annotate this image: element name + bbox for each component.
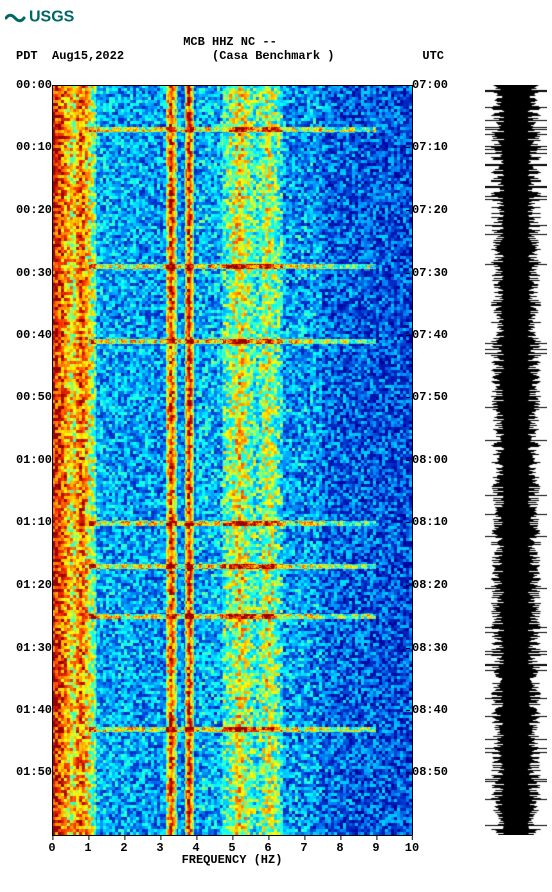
ytick-left: 00:20 — [16, 203, 52, 217]
timezone-left: PDT Aug15,2022 — [16, 49, 124, 63]
yaxis-left: 00:0000:1000:2000:3000:4000:5001:0001:10… — [10, 85, 52, 835]
chart-border — [52, 85, 53, 835]
ytick-left: 01:20 — [16, 578, 52, 592]
ytick-right: 08:00 — [412, 453, 448, 467]
ytick-left: 00:10 — [16, 140, 52, 154]
ytick-right: 08:30 — [412, 641, 448, 655]
ytick-right: 08:50 — [412, 765, 448, 779]
ytick-right: 08:20 — [412, 578, 448, 592]
ytick-right: 07:00 — [412, 78, 448, 92]
ytick-left: 01:50 — [16, 765, 52, 779]
chart-title: MCB HHZ NC -- — [0, 35, 460, 49]
yaxis-right: 07:0007:1007:2007:3007:4007:5008:0008:10… — [412, 85, 460, 835]
svg-text:USGS: USGS — [29, 9, 75, 26]
waveform-canvas — [485, 85, 547, 835]
timezone-right: UTC — [422, 49, 444, 63]
ytick-left: 00:50 — [16, 390, 52, 404]
ytick-left: 00:00 — [16, 78, 52, 92]
ytick-right: 07:20 — [412, 203, 448, 217]
ytick-left: 01:30 — [16, 641, 52, 655]
usgs-logo-svg: USGS — [5, 5, 95, 30]
ytick-right: 08:40 — [412, 703, 448, 717]
spectrogram-canvas — [52, 85, 412, 835]
ytick-left: 00:40 — [16, 328, 52, 342]
ytick-left: 01:00 — [16, 453, 52, 467]
chart-header: MCB HHZ NC -- PDT Aug15,2022 (Casa Bench… — [0, 35, 460, 63]
ytick-left: 01:40 — [16, 703, 52, 717]
ytick-right: 08:10 — [412, 515, 448, 529]
chart-subtitle: (Casa Benchmark ) — [212, 49, 334, 63]
ytick-left: 01:10 — [16, 515, 52, 529]
chart-border — [52, 85, 412, 86]
ytick-right: 07:40 — [412, 328, 448, 342]
xaxis: 012345678910 — [52, 835, 412, 855]
ytick-right: 07:30 — [412, 266, 448, 280]
ytick-right: 07:50 — [412, 390, 448, 404]
usgs-logo: USGS — [5, 5, 95, 30]
xaxis-label: FREQUENCY (HZ) — [52, 853, 412, 867]
waveform-panel — [485, 85, 547, 835]
spectrogram-chart — [52, 85, 412, 835]
ytick-right: 07:10 — [412, 140, 448, 154]
ytick-left: 00:30 — [16, 266, 52, 280]
